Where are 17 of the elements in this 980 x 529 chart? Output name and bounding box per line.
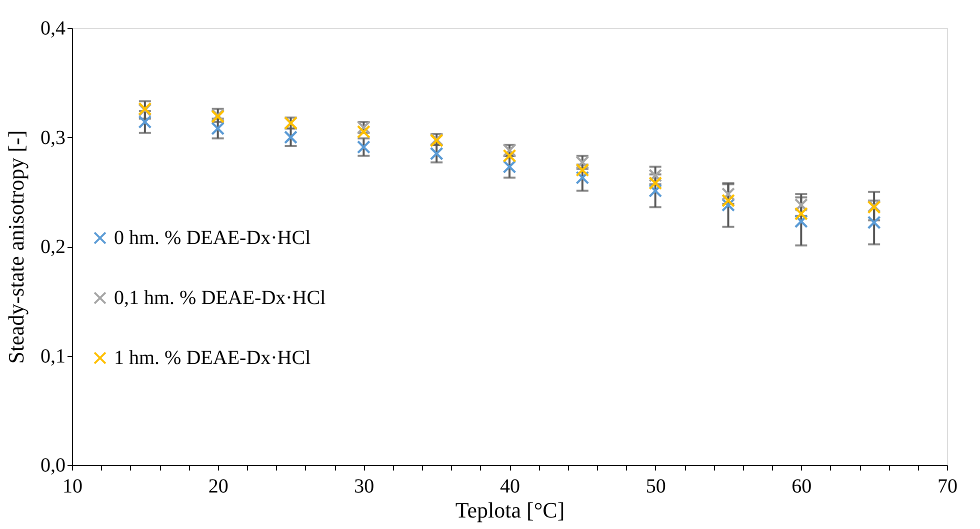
legend-label: 0,1 hm. % DEAE-Dx·HCl <box>114 287 326 309</box>
legend-label: 0 hm. % DEAE-Dx·HCl <box>114 227 312 249</box>
x-tick-label: 20 <box>208 476 228 498</box>
x-tick-label: 70 <box>938 476 958 498</box>
x-tick-label: 30 <box>354 476 374 498</box>
y-tick-label: 0,0 <box>40 454 66 476</box>
y-tick-label: 0,4 <box>40 18 66 40</box>
x-tick-label: 50 <box>646 476 666 498</box>
y-axis-title: Steady-state anisotropy [-] <box>4 130 28 364</box>
y-tick-label: 0,3 <box>40 126 66 149</box>
x-axis-title: Teplota [°C] <box>455 498 565 522</box>
y-tick-label: 0,2 <box>40 236 66 258</box>
x-tick-label: 10 <box>62 476 82 498</box>
y-tick-label: 0,1 <box>40 345 66 368</box>
legend-label: 1 hm. % DEAE-Dx·HCl <box>114 347 312 369</box>
x-tick-label: 40 <box>500 476 520 498</box>
x-tick-label: 60 <box>792 476 812 498</box>
